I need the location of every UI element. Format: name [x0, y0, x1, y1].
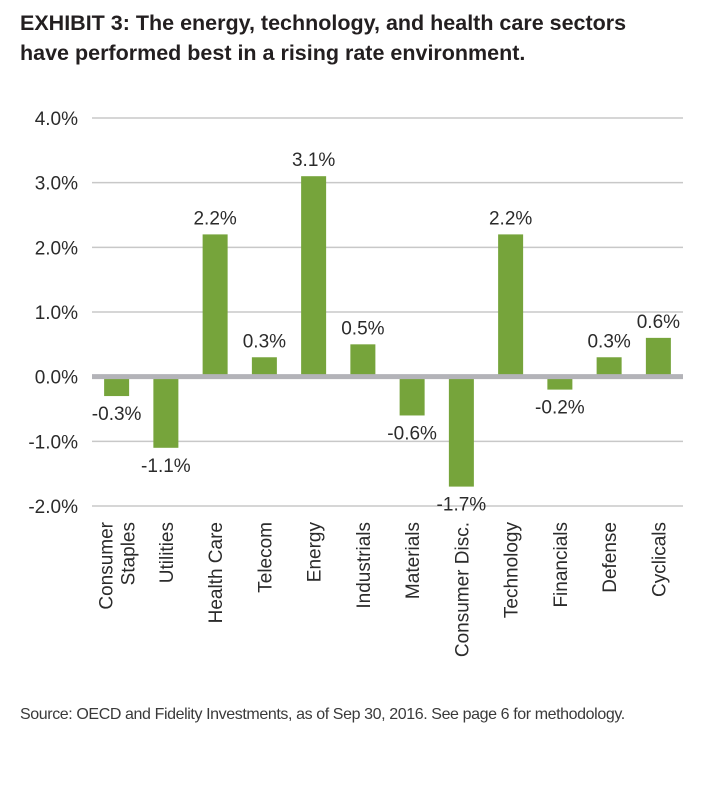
x-tick-label: Consumer Disc. — [452, 522, 473, 657]
data-label: -0.2% — [535, 398, 585, 419]
data-label: -0.6% — [387, 423, 437, 444]
x-tick-label: Telecom — [255, 522, 276, 593]
x-tick-label-line: Energy — [305, 522, 326, 583]
chart-title-line-1: EXHIBIT 3: The energy, technology, and h… — [20, 11, 627, 35]
bar — [202, 234, 228, 377]
x-tick-label: ConsumerStaples — [97, 521, 140, 609]
x-tick-label: Financials — [551, 522, 572, 608]
data-label: 0.6% — [637, 312, 680, 333]
x-tick-label-line: Telecom — [255, 522, 276, 593]
x-tick-label-line: Materials — [403, 522, 424, 599]
data-label: 0.3% — [243, 331, 286, 352]
data-labels: -0.3% -1.1% 2.2% 0.3% 3.1% 0.5% -0.6% -1.7% 2.2%… — [92, 150, 680, 515]
x-tick-label: Defense — [600, 522, 621, 593]
x-tick-label-line: Technology — [502, 522, 523, 619]
data-label: 2.2% — [489, 208, 532, 229]
x-tick-label: Health Care — [206, 522, 227, 623]
bar — [104, 376, 130, 397]
data-label: 2.2% — [193, 208, 236, 229]
x-tick-label-line: Health Care — [206, 522, 227, 623]
y-tick-label: 4.0% — [35, 109, 78, 130]
data-label: -1.1% — [141, 456, 191, 477]
x-tick-label: Utilities — [157, 522, 178, 583]
data-label: -0.3% — [92, 404, 142, 425]
bar — [547, 376, 573, 390]
y-tick-label: -2.0% — [28, 497, 78, 518]
y-tick-label: 2.0% — [35, 238, 78, 259]
x-tick-label: Materials — [403, 522, 424, 599]
x-tick-label-line: Defense — [600, 522, 621, 593]
chart-title: EXHIBIT 3: The energy, technology, and h… — [20, 8, 720, 68]
gridlines — [92, 117, 683, 507]
data-label: 0.5% — [341, 318, 384, 339]
y-tick-label: -1.0% — [28, 432, 78, 453]
y-tick-label: 1.0% — [35, 303, 78, 324]
x-tick-label-line: Financials — [551, 522, 572, 608]
x-tick-label: Technology — [502, 522, 523, 619]
data-label: -1.7% — [437, 495, 487, 516]
x-tick-label-line: Industrials — [354, 522, 375, 609]
data-label: 0.3% — [587, 331, 630, 352]
bar — [301, 176, 327, 377]
x-tick-label-line: Consumer Disc. — [452, 522, 473, 657]
x-tick-label-line: Cyclicals — [649, 522, 670, 597]
x-tick-label: Energy — [305, 522, 326, 583]
x-tick-label-line: Consumer — [97, 521, 118, 609]
source-note: Source: OECD and Fidelity Investments, a… — [20, 706, 625, 723]
x-tick-label-line: Staples — [119, 522, 140, 585]
bar — [399, 376, 425, 416]
bar — [251, 357, 277, 377]
x-tick-label: Industrials — [354, 522, 375, 609]
bar — [350, 344, 376, 377]
bar — [596, 357, 622, 377]
chart-title-line-2: have performed best in a rising rate env… — [20, 41, 526, 65]
bar — [645, 337, 671, 377]
y-tick-label: 3.0% — [35, 174, 78, 195]
data-label: 3.1% — [292, 150, 335, 171]
bars — [104, 176, 671, 487]
bar — [498, 234, 524, 377]
x-tick-label: Cyclicals — [649, 522, 670, 597]
bar-chart: 4.0% 3.0% 2.0% 1.0% 0.0% -1.0% -2.0% -0.3% -1.1… — [28, 109, 683, 657]
bar — [448, 376, 474, 487]
x-tick-label-line: Utilities — [157, 522, 178, 583]
y-axis-tick-labels: 4.0% 3.0% 2.0% 1.0% 0.0% -1.0% -2.0% — [28, 109, 78, 518]
x-axis-tick-labels: ConsumerStaples Utilities Health Care Telec… — [97, 521, 671, 657]
bar — [153, 376, 179, 448]
y-tick-label: 0.0% — [35, 368, 78, 389]
